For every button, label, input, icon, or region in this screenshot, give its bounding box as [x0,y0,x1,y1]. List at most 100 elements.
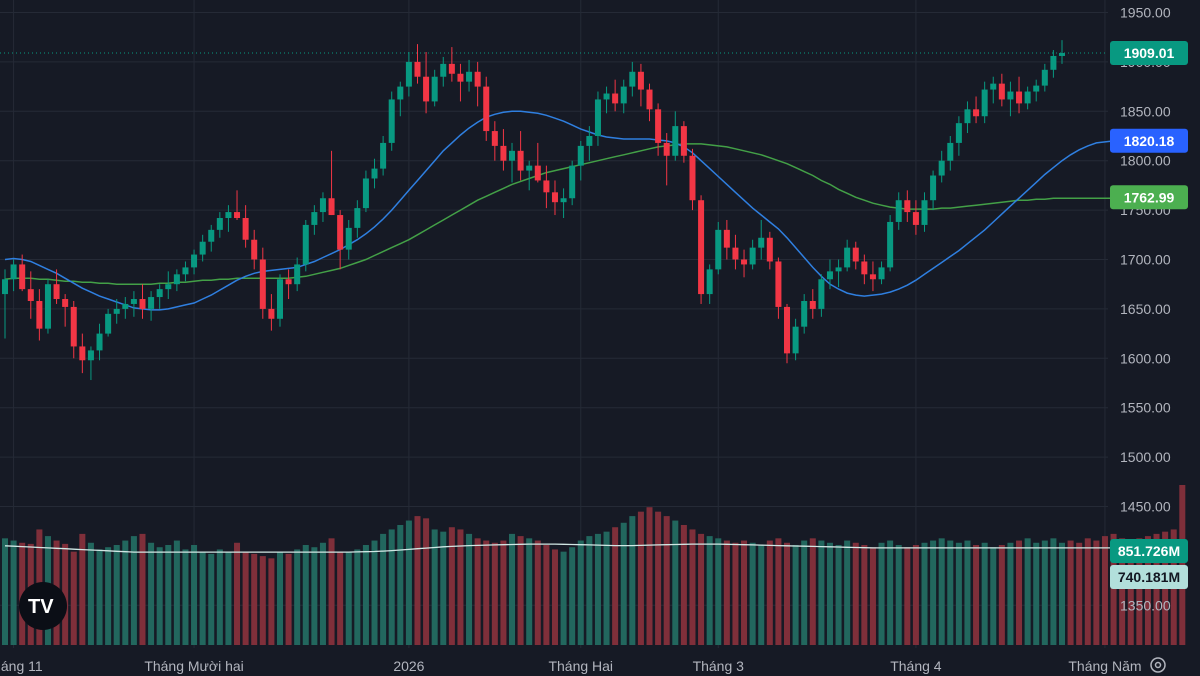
candle[interactable] [70,300,77,359]
candle[interactable] [259,247,266,319]
candle[interactable] [775,257,782,319]
candle[interactable] [225,205,232,232]
candle[interactable] [156,284,163,309]
candle[interactable] [328,150,335,216]
candle[interactable] [122,297,129,319]
candle[interactable] [423,52,430,114]
candle[interactable] [749,239,756,270]
candle[interactable] [706,264,713,304]
candle[interactable] [19,254,26,292]
candle[interactable] [1041,63,1048,92]
candle[interactable] [345,219,352,260]
candle[interactable] [551,180,558,216]
candle[interactable] [861,254,868,285]
candle[interactable] [87,346,94,381]
candle[interactable] [586,126,593,161]
candle[interactable] [62,294,69,327]
candle[interactable] [191,249,198,275]
candle[interactable] [543,165,550,209]
candle[interactable] [199,234,206,262]
candle[interactable] [173,269,180,292]
logo-badge[interactable] [19,582,67,630]
candle[interactable] [474,61,481,107]
candle[interactable] [964,101,971,134]
candle[interactable] [208,224,215,252]
candle[interactable] [826,259,833,290]
candle[interactable] [457,63,464,102]
candle[interactable] [27,271,34,319]
candle[interactable] [655,103,662,156]
candle[interactable] [612,79,619,112]
candle[interactable] [1016,76,1023,114]
candle[interactable] [637,63,644,107]
candle[interactable] [921,192,928,232]
candle[interactable] [1050,50,1057,78]
candle[interactable] [354,200,361,238]
candle[interactable] [483,76,490,141]
candle[interactable] [165,271,172,300]
candle[interactable] [148,291,155,321]
candle[interactable] [852,241,859,270]
candle[interactable] [569,160,576,206]
candle[interactable] [620,79,627,114]
candle[interactable] [895,192,902,230]
candle[interactable] [36,289,43,341]
candle[interactable] [251,229,258,270]
candle[interactable] [715,221,722,275]
candle[interactable] [431,69,438,107]
candle[interactable] [646,83,653,122]
candle[interactable] [234,190,241,220]
candle[interactable] [319,192,326,222]
candle[interactable] [680,121,687,163]
tradingview-logo[interactable]: TV [19,582,67,630]
candle[interactable] [285,269,292,300]
candle[interactable] [758,219,765,260]
candle[interactable] [990,76,997,104]
candle[interactable] [784,303,791,364]
candle[interactable] [732,234,739,270]
candle[interactable] [835,259,842,288]
candle[interactable] [500,129,507,171]
candle[interactable] [1033,79,1040,102]
candle[interactable] [938,150,945,183]
candle[interactable] [53,269,60,304]
candle[interactable] [1058,40,1066,64]
candle[interactable] [509,142,516,183]
candle[interactable] [1,269,9,339]
candle[interactable] [973,96,980,124]
candle[interactable] [466,59,473,92]
candle[interactable] [1007,81,1014,117]
candle[interactable] [448,47,455,82]
candle[interactable] [534,142,541,183]
candle[interactable] [139,284,146,319]
candle[interactable] [362,170,369,213]
candle[interactable] [792,318,799,361]
candle[interactable] [276,274,283,327]
settings-icon[interactable] [1150,657,1166,673]
candle[interactable] [268,294,275,331]
candle[interactable] [517,131,524,181]
candle[interactable] [405,52,412,97]
candle[interactable] [311,205,318,235]
candle[interactable] [887,215,894,272]
candle[interactable] [801,294,808,334]
candle[interactable] [491,121,498,161]
candle[interactable] [912,200,919,235]
candle[interactable] [440,56,447,87]
candle[interactable] [878,261,885,285]
candle[interactable] [904,190,911,222]
candle[interactable] [689,148,696,211]
candle[interactable] [698,195,705,304]
candle[interactable] [113,299,120,324]
candle[interactable] [663,133,670,186]
candle[interactable] [577,140,584,181]
candle[interactable] [371,158,378,189]
candle[interactable] [302,219,309,272]
candle[interactable] [10,259,17,292]
candle[interactable] [869,261,876,292]
candle[interactable] [947,136,954,171]
candle[interactable] [79,333,86,374]
candle[interactable] [388,91,395,151]
candle[interactable] [672,111,679,161]
candle[interactable] [930,170,937,211]
